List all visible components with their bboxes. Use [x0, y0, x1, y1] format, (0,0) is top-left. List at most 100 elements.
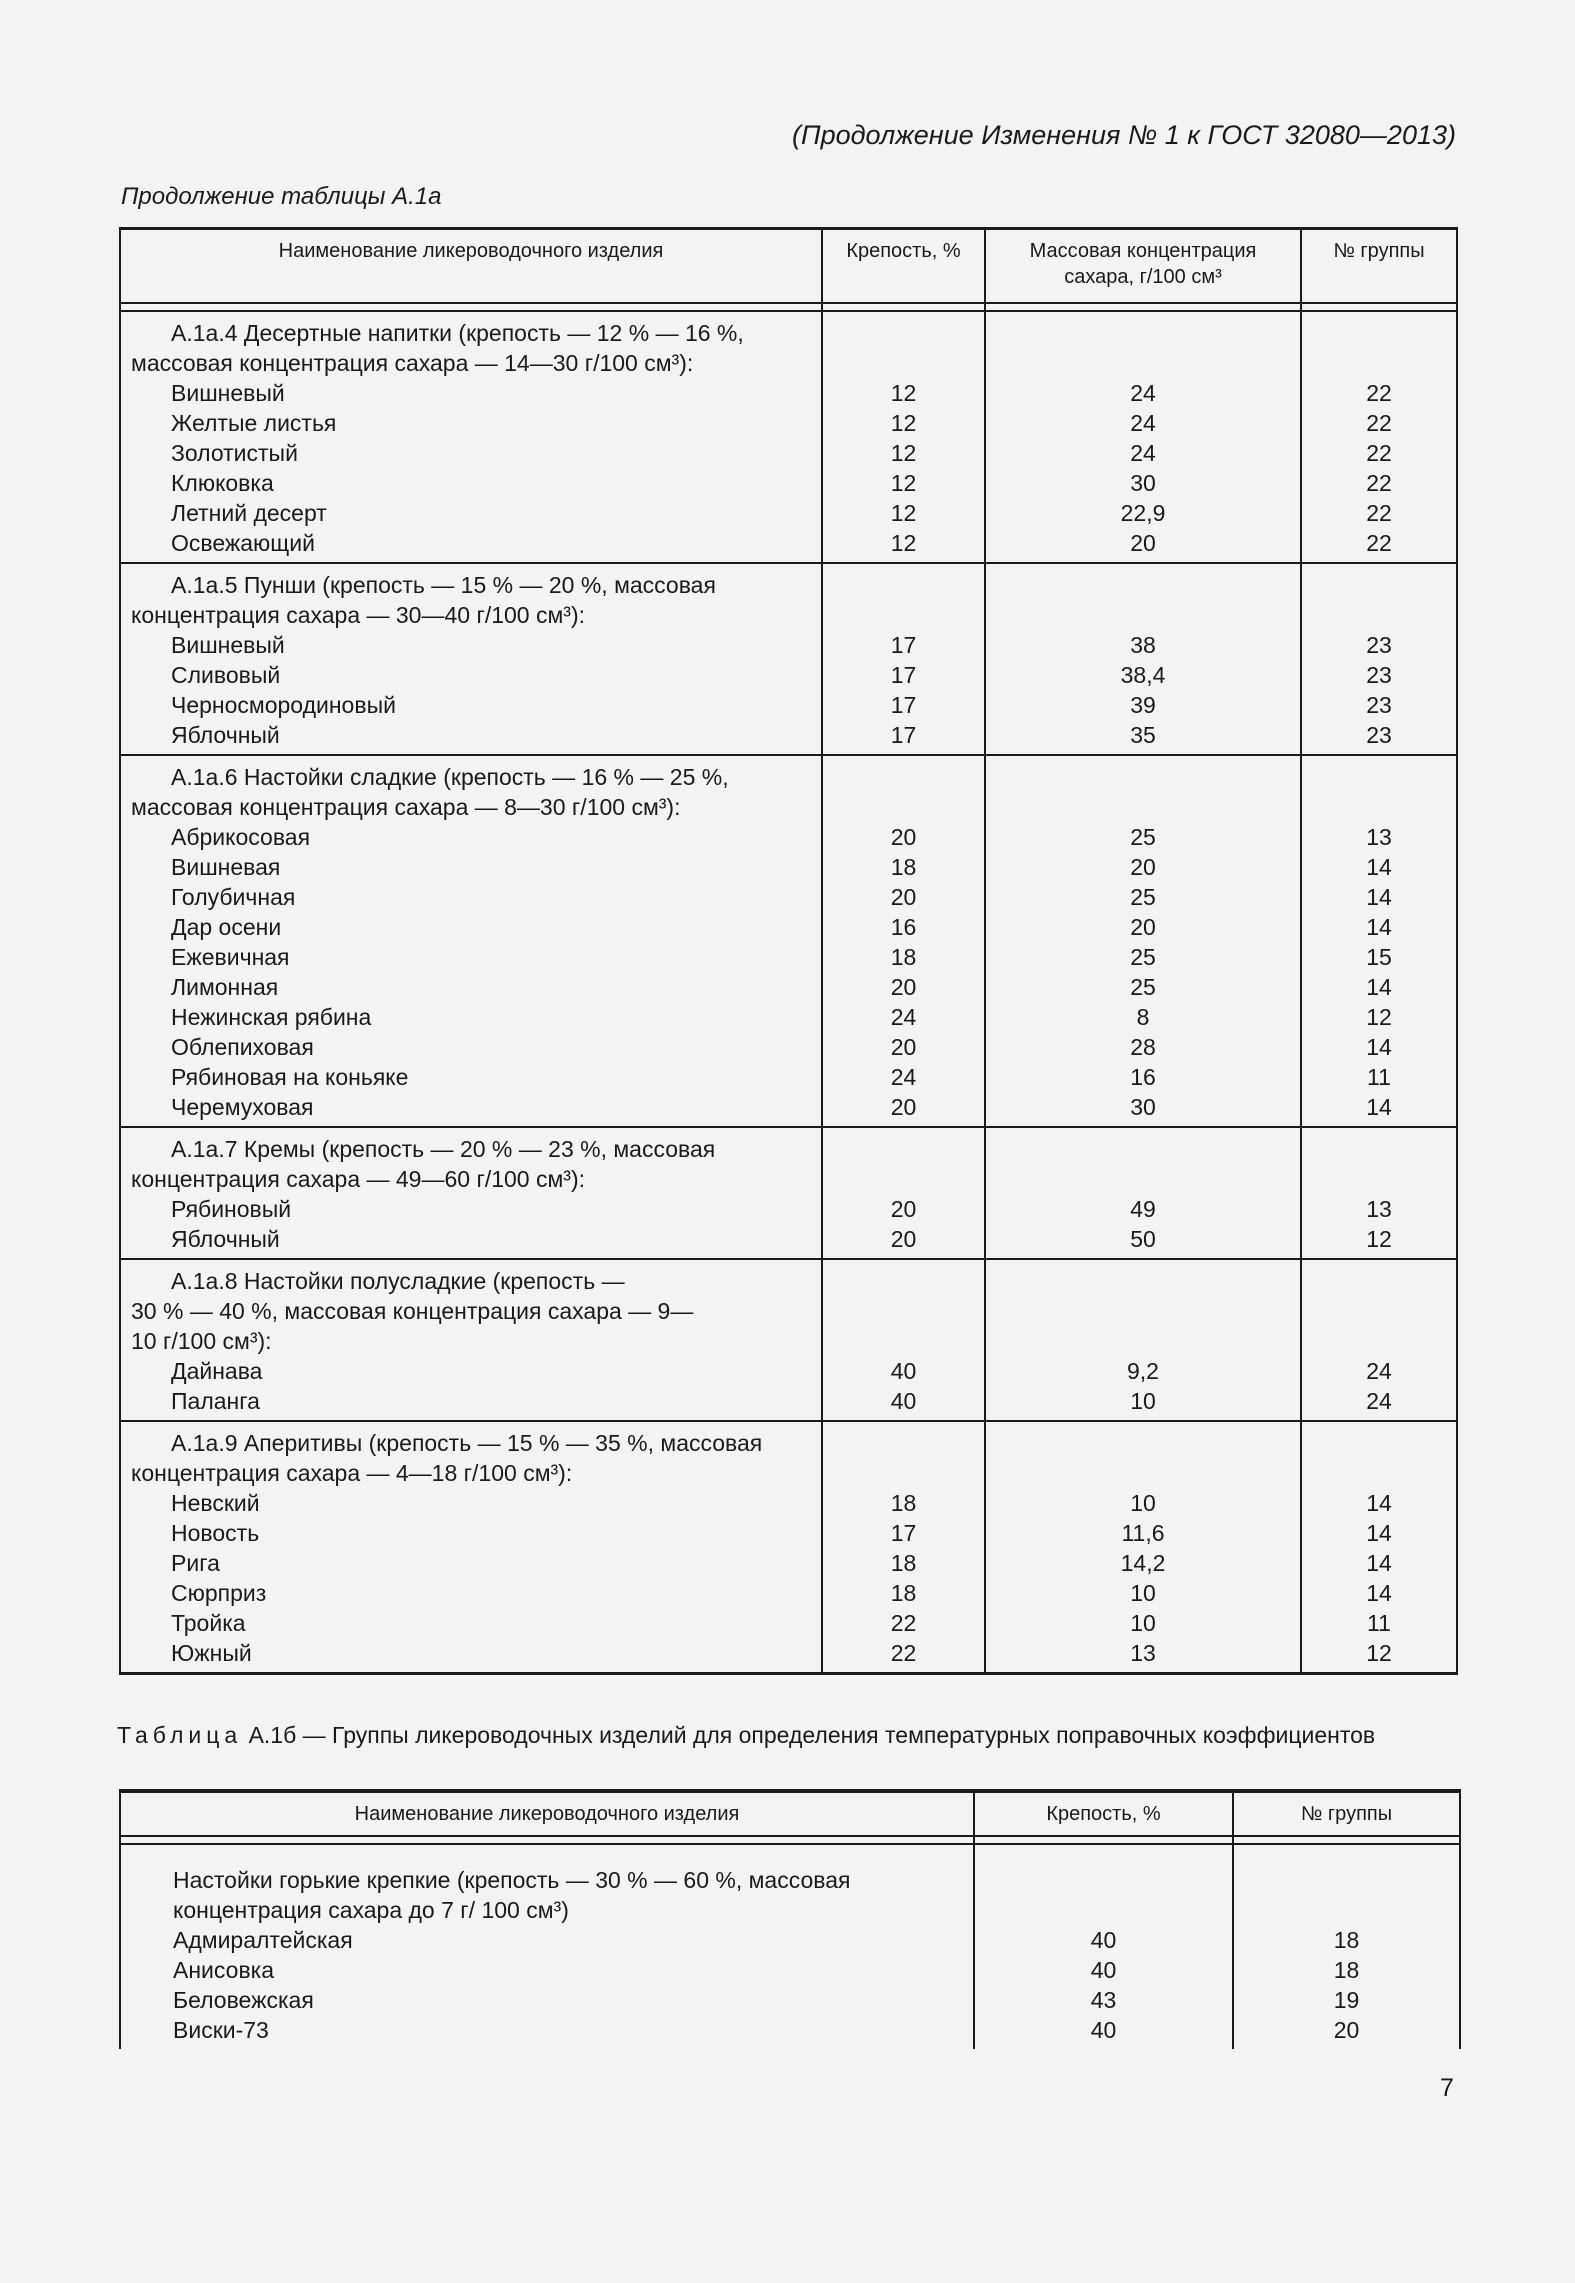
strength-value: 18 [890, 1550, 917, 1576]
strength-value: 20 [890, 1034, 917, 1060]
strength-value: 17 [890, 1520, 917, 1546]
blank-line [986, 318, 1300, 348]
table-section: А.1а.9 Аперитивы (крепость — 15 % — 35 %… [119, 1420, 1458, 1675]
strength-value: 40 [890, 1388, 917, 1414]
strength-value: 17 [890, 662, 917, 688]
product-name: Яблочный [171, 1226, 280, 1252]
value-cell: 24 24 [1300, 1258, 1458, 1422]
strength-value: 18 [890, 1580, 917, 1606]
product-name: Голубичная [171, 884, 296, 910]
section-heading: концентрация сахара до 7 г/ 100 см³) [173, 1897, 569, 1923]
group-number: 14 [1366, 1550, 1392, 1576]
value-cell: 24 24 24 30 22,9 20 [984, 310, 1302, 564]
value-cell: 20 18 20 16 18 20 24 20 24 20 [821, 754, 986, 1128]
group-number: 11 [1367, 1064, 1391, 1090]
blank-line [1302, 600, 1456, 630]
strength-value: 22 [890, 1610, 917, 1636]
blank-line [1302, 318, 1456, 348]
group-number: 22 [1366, 470, 1392, 496]
value-cell: 14 14 14 14 11 12 [1300, 1420, 1458, 1675]
blank-line [986, 792, 1300, 822]
caption-label: Таблица [117, 1722, 243, 1748]
value-cell: 17 17 17 17 [821, 562, 986, 756]
strength-value: 12 [890, 440, 917, 466]
blank-line [823, 318, 984, 348]
strength-value: 12 [890, 410, 917, 436]
product-name: Яблочный [171, 722, 280, 748]
group-number: 23 [1366, 692, 1392, 718]
blank-line [1302, 1296, 1456, 1326]
blank-line [823, 1266, 984, 1296]
blank-line [1302, 1458, 1456, 1488]
value-cell: 40 40 43 40 [973, 1843, 1234, 2049]
strength-value: 24 [890, 1004, 917, 1030]
table-a1b: Наименование ликероводочного изделия Кре… [119, 1789, 1461, 2049]
blank-line [1302, 570, 1456, 600]
product-name: Беловежская [173, 1987, 314, 2013]
strength-value: 20 [890, 884, 917, 910]
value-cell: 23 23 23 23 [1300, 562, 1458, 756]
value-cell: 9,2 10 [984, 1258, 1302, 1422]
sugar-value: 22,9 [1120, 500, 1166, 526]
strength-value: 18 [890, 1490, 917, 1516]
section-heading: концентрация сахара — 49—60 г/100 см³): [131, 1166, 586, 1192]
sugar-value: 35 [1130, 722, 1156, 748]
sugar-value: 49 [1130, 1196, 1156, 1222]
section-heading: концентрация сахара — 4—18 г/100 см³): [131, 1460, 573, 1486]
strength-value: 22 [890, 1640, 917, 1666]
section-heading: массовая концентрация сахара — 14—30 г/1… [131, 350, 694, 376]
group-number: 11 [1367, 1610, 1391, 1636]
group-number: 24 [1366, 1358, 1392, 1384]
group-number: 14 [1366, 914, 1392, 940]
strength-value: 12 [890, 380, 917, 406]
blank-line [1302, 762, 1456, 792]
table-section: А.1а.8 Настойки полусладкие (крепость — 3… [119, 1258, 1458, 1422]
column-header-name: Наименование ликероводочного изделия [119, 227, 823, 304]
blank-line [986, 348, 1300, 378]
product-name: Дайнава [171, 1358, 263, 1384]
sugar-value: 25 [1130, 824, 1156, 850]
blank-line [986, 1326, 1300, 1356]
name-cell: Настойки горькие крепкие (крепость — 30 … [119, 1843, 975, 2049]
section-heading: А.1а.5 Пунши (крепость — 15 % — 20 %, ма… [171, 572, 716, 598]
table-caption: Таблица А.1б — Группы ликероводочных изд… [117, 1720, 1462, 1750]
product-name: Черемуховая [171, 1094, 314, 1120]
section-heading: 10 г/100 см³): [131, 1328, 272, 1354]
group-number: 23 [1366, 722, 1392, 748]
blank-line [1234, 1895, 1459, 1925]
sugar-value: 10 [1130, 1580, 1156, 1606]
column-header-name: Наименование ликероводочного изделия [119, 1789, 975, 1837]
blank-line [1234, 1865, 1459, 1895]
strength-value: 40 [1090, 2017, 1117, 2043]
group-number: 23 [1366, 632, 1392, 658]
name-cell: А.1а.4 Десертные напитки (крепость — 12 … [119, 310, 823, 564]
strength-value: 20 [890, 824, 917, 850]
sugar-value: 38 [1130, 632, 1156, 658]
section-heading: А.1а.6 Настойки сладкие (крепость — 16 %… [171, 764, 729, 790]
strength-value: 17 [890, 632, 917, 658]
blank-line [1302, 348, 1456, 378]
blank-line [986, 600, 1300, 630]
group-number: 14 [1366, 1034, 1392, 1060]
product-name: Вишневая [171, 854, 281, 880]
value-cell: 10 11,6 14,2 10 10 13 [984, 1420, 1302, 1675]
section-heading: концентрация сахара — 30—40 г/100 см³): [131, 602, 586, 628]
product-name: Адмиралтейская [173, 1927, 353, 1953]
blank-line [1302, 1164, 1456, 1194]
sugar-value: 25 [1130, 974, 1156, 1000]
sugar-value: 25 [1130, 944, 1156, 970]
page-number: 7 [1440, 2074, 1454, 2102]
running-header: (Продолжение Изменения № 1 к ГОСТ 32080—… [792, 120, 1456, 150]
sugar-value: 25 [1130, 884, 1156, 910]
product-name: Рябиновый [171, 1196, 292, 1222]
product-name: Лимонная [171, 974, 279, 1000]
sugar-value: 20 [1130, 530, 1156, 556]
group-number: 12 [1366, 1004, 1392, 1030]
group-number: 14 [1366, 1094, 1392, 1120]
sugar-value: 14,2 [1120, 1550, 1166, 1576]
section-heading: 30 % — 40 %, массовая концентрация сахар… [131, 1298, 694, 1324]
name-cell: А.1а.5 Пунши (крепость — 15 % — 20 %, ма… [119, 562, 823, 756]
name-cell: А.1а.8 Настойки полусладкие (крепость — 3… [119, 1258, 823, 1422]
blank-line [986, 1134, 1300, 1164]
group-number: 23 [1366, 662, 1392, 688]
